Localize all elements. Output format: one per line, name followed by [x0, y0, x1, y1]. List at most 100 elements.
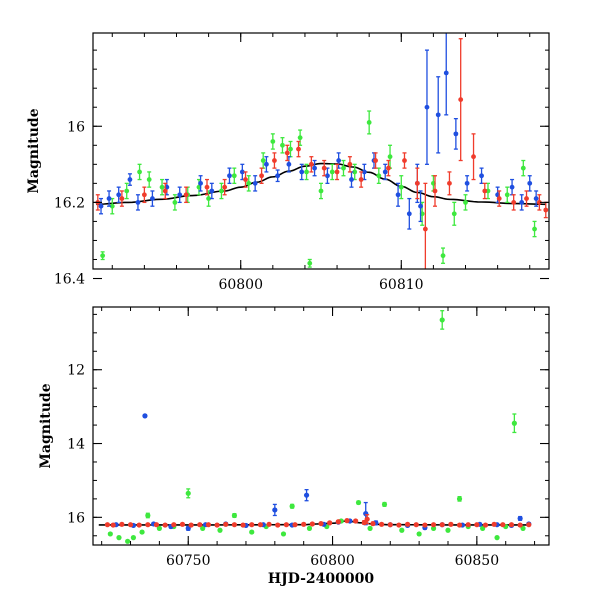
data-marker [370, 520, 376, 527]
bottom-data-point [416, 531, 422, 537]
data-marker [471, 154, 476, 160]
data-marker [511, 420, 517, 426]
bottom-data-point [162, 522, 168, 528]
data-marker [536, 199, 542, 205]
bottom-data-point [142, 413, 148, 419]
top-data-point [209, 182, 215, 200]
top-data-point [519, 194, 525, 211]
top-data-point [299, 163, 305, 181]
data-marker [240, 522, 246, 528]
data-marker [453, 131, 459, 137]
top-data-point [382, 163, 388, 181]
top-data-point [172, 194, 178, 211]
top-data-point [286, 156, 292, 173]
data-marker [440, 253, 446, 259]
bottom-plot-area [98, 310, 532, 544]
top-data-point [137, 163, 142, 181]
data-marker [214, 522, 220, 528]
bottom-data-point [355, 499, 362, 506]
top-data-point [406, 197, 412, 230]
bottom-data-point [257, 522, 263, 528]
data-marker [239, 169, 245, 175]
bottom-data-point [396, 522, 402, 528]
bottom-data-point [249, 522, 255, 528]
bottom-data-point [214, 522, 220, 528]
data-marker [336, 158, 342, 163]
data-marker [474, 522, 480, 528]
data-marker [124, 188, 130, 194]
top-data-point [485, 182, 491, 200]
top-data-point [270, 133, 276, 150]
data-marker [526, 522, 532, 528]
top-data-point [219, 182, 224, 200]
data-marker [349, 177, 354, 182]
bottom-data-point [231, 512, 238, 519]
data-marker [451, 211, 457, 217]
top-data-point [463, 194, 468, 211]
bottom-data-point [200, 525, 206, 531]
bottom-data-point [422, 522, 428, 528]
bottom-data-point [511, 413, 517, 434]
bottom-data-point [344, 518, 350, 524]
data-marker [399, 527, 405, 533]
bottom-data-point [205, 522, 212, 528]
bottom-data-point [107, 531, 113, 537]
data-marker [439, 317, 445, 323]
data-marker [145, 522, 151, 528]
data-marker [532, 226, 537, 232]
bottom-data-point [303, 489, 310, 502]
bottom-data-point [116, 535, 122, 541]
data-marker [136, 522, 142, 528]
data-marker [299, 169, 305, 175]
data-marker [116, 535, 122, 541]
data-marker [367, 525, 373, 531]
data-marker [341, 165, 346, 171]
data-marker [347, 161, 353, 167]
top-data-point [453, 117, 459, 150]
data-marker [259, 173, 264, 179]
bottom-data-point [104, 522, 111, 528]
data-marker [141, 192, 147, 198]
bottom-data-point [275, 522, 281, 528]
data-marker [297, 135, 303, 141]
data-marker [353, 518, 359, 524]
data-marker [509, 184, 515, 190]
data-marker [198, 180, 203, 186]
data-marker [275, 522, 281, 528]
data-marker [280, 142, 285, 148]
bottom-data-point [188, 522, 194, 528]
data-marker [508, 522, 515, 528]
data-marker [424, 104, 430, 110]
data-marker [519, 199, 525, 205]
bottom-data-point [280, 531, 287, 537]
data-marker [318, 188, 324, 194]
top-data-point [532, 220, 537, 238]
data-marker [435, 112, 441, 118]
data-marker [395, 192, 401, 198]
data-marker [130, 535, 137, 541]
bottom-x-tick-label: 60800 [310, 553, 355, 569]
top-data-point [432, 175, 438, 207]
top-data-point [98, 197, 104, 215]
top-y-axis-label: Magnitude [26, 108, 42, 193]
top-data-point [395, 182, 401, 207]
bottom-data-point [309, 521, 315, 527]
bottom-data-point [301, 521, 307, 527]
top-data-point [527, 175, 533, 192]
data-marker [139, 529, 145, 535]
data-marker [264, 161, 269, 167]
bottom-data-point [272, 503, 278, 517]
bottom-data-point [197, 522, 203, 528]
data-marker [511, 199, 517, 205]
data-marker [200, 525, 206, 531]
data-marker [109, 203, 115, 209]
top-data-point [321, 159, 327, 177]
top-data-point [440, 247, 446, 264]
bottom-data-point [381, 501, 388, 508]
bottom-data-point [110, 522, 116, 528]
bottom-data-point [130, 535, 137, 541]
top-data-point [422, 182, 428, 269]
data-marker [137, 169, 142, 175]
bottom-x-tick-label: 60850 [455, 553, 500, 569]
data-marker [308, 161, 314, 167]
